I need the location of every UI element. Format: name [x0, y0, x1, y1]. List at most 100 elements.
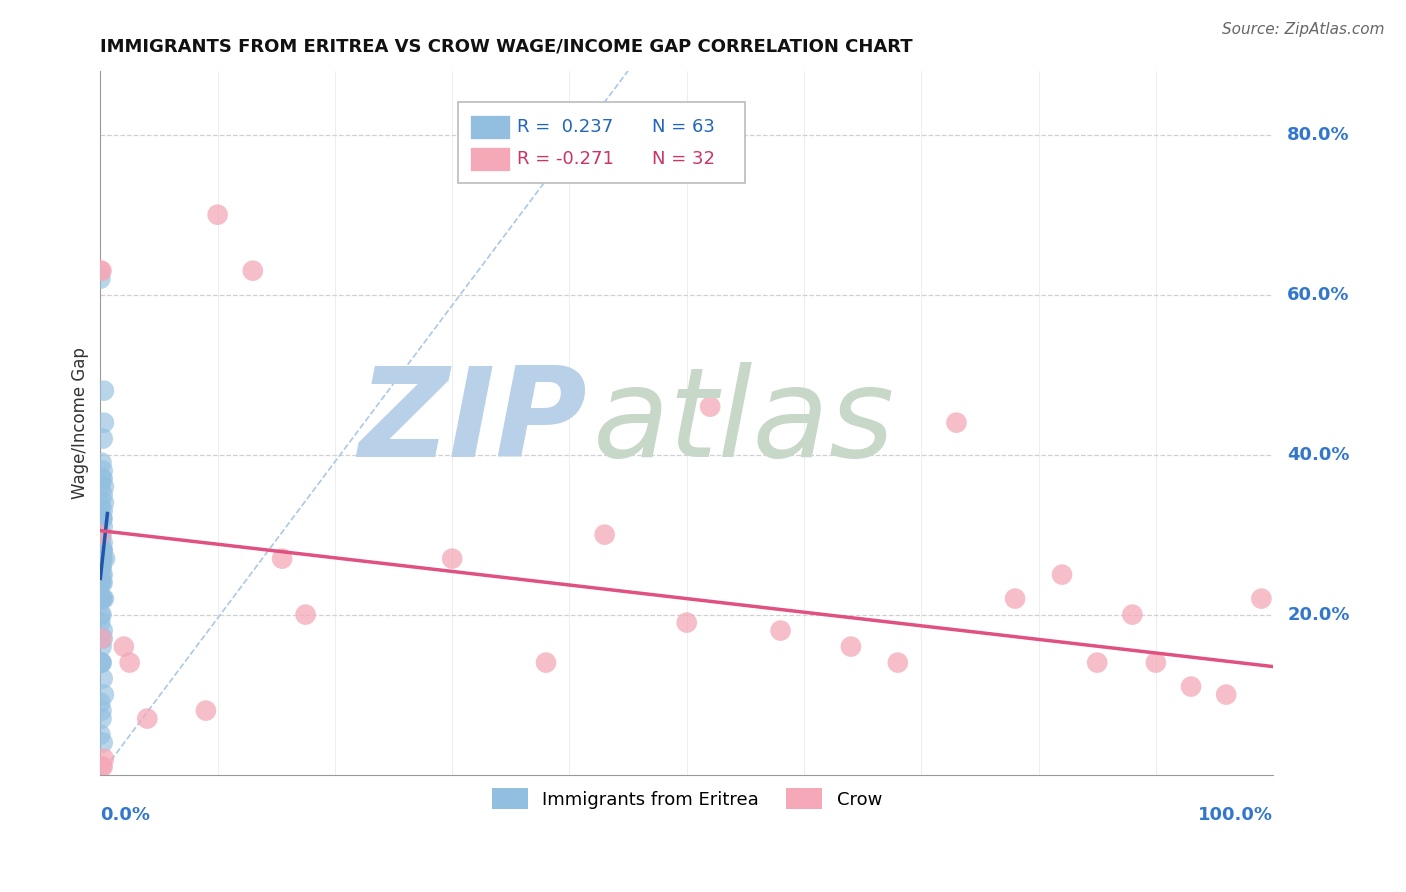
Text: 20.0%: 20.0% [1286, 606, 1350, 624]
Point [593, 527, 616, 541]
Point [91, 432, 114, 446]
Text: IMMIGRANTS FROM ERITREA VS CROW WAGE/INCOME GAP CORRELATION CHART: IMMIGRANTS FROM ERITREA VS CROW WAGE/INC… [100, 37, 912, 55]
Point [1215, 688, 1237, 702]
Point [90, 559, 112, 574]
Point [91, 551, 114, 566]
Point [93, 688, 115, 702]
Point [887, 656, 910, 670]
Point [89, 551, 111, 566]
Point [699, 400, 721, 414]
Point [271, 551, 294, 566]
Point [207, 208, 229, 222]
Point [89, 656, 111, 670]
Point [89, 535, 111, 549]
Point [89, 495, 111, 509]
Point [93, 480, 115, 494]
Point [89, 527, 111, 541]
Text: N = 32: N = 32 [651, 151, 714, 169]
FancyBboxPatch shape [470, 147, 509, 171]
Point [89, 527, 111, 541]
Point [90, 656, 112, 670]
Point [93, 751, 115, 765]
Point [89, 575, 111, 590]
Point [91, 464, 114, 478]
Point [90, 640, 112, 654]
Point [1144, 656, 1167, 670]
Point [91, 575, 114, 590]
Point [1180, 680, 1202, 694]
Point [89, 591, 111, 606]
Point [89, 480, 111, 494]
Point [89, 503, 111, 517]
FancyBboxPatch shape [458, 103, 745, 184]
Point [294, 607, 316, 622]
Point [90, 456, 112, 470]
Point [112, 640, 135, 654]
Text: R =  0.237: R = 0.237 [516, 118, 613, 136]
Point [90, 591, 112, 606]
Point [90, 527, 112, 541]
Point [89, 527, 111, 541]
Point [90, 575, 112, 590]
Point [945, 416, 967, 430]
Point [90, 472, 112, 486]
Point [769, 624, 792, 638]
Point [89, 696, 111, 710]
Point [118, 656, 141, 670]
Point [94, 551, 117, 566]
Point [89, 615, 111, 630]
Point [839, 640, 862, 654]
Point [89, 551, 111, 566]
Point [90, 543, 112, 558]
Point [91, 759, 114, 773]
Point [90, 712, 112, 726]
Point [91, 472, 114, 486]
Text: 100.0%: 100.0% [1198, 806, 1272, 824]
Legend: Immigrants from Eritrea, Crow: Immigrants from Eritrea, Crow [482, 780, 891, 818]
Point [90, 551, 112, 566]
Point [91, 591, 114, 606]
Point [90, 704, 112, 718]
Point [1250, 591, 1272, 606]
Text: 60.0%: 60.0% [1286, 285, 1350, 303]
Point [93, 495, 115, 509]
Point [1085, 656, 1108, 670]
Point [90, 551, 112, 566]
Point [91, 672, 114, 686]
Text: ZIP: ZIP [359, 362, 588, 483]
Text: 40.0%: 40.0% [1286, 446, 1350, 464]
Point [136, 712, 159, 726]
Point [91, 503, 114, 517]
Point [91, 519, 114, 533]
Point [91, 543, 114, 558]
Point [91, 632, 114, 646]
Text: N = 63: N = 63 [651, 118, 714, 136]
Text: R = -0.271: R = -0.271 [516, 151, 613, 169]
Point [1004, 591, 1026, 606]
Point [675, 615, 697, 630]
Point [1121, 607, 1143, 622]
Point [93, 384, 115, 398]
Point [91, 567, 114, 582]
Point [242, 263, 264, 277]
Point [91, 624, 114, 638]
Point [534, 656, 557, 670]
Point [90, 559, 112, 574]
Point [91, 511, 114, 525]
Point [1050, 567, 1073, 582]
Point [90, 511, 112, 525]
Point [93, 591, 115, 606]
Point [89, 575, 111, 590]
Point [90, 263, 112, 277]
Text: 0.0%: 0.0% [100, 806, 150, 824]
Text: 80.0%: 80.0% [1286, 126, 1350, 144]
Text: atlas: atlas [593, 362, 896, 483]
Point [90, 607, 112, 622]
Point [90, 632, 112, 646]
Point [90, 567, 112, 582]
Point [90, 591, 112, 606]
Y-axis label: Wage/Income Gap: Wage/Income Gap [72, 347, 89, 499]
Text: Source: ZipAtlas.com: Source: ZipAtlas.com [1222, 22, 1385, 37]
Point [91, 488, 114, 502]
Point [89, 263, 111, 277]
